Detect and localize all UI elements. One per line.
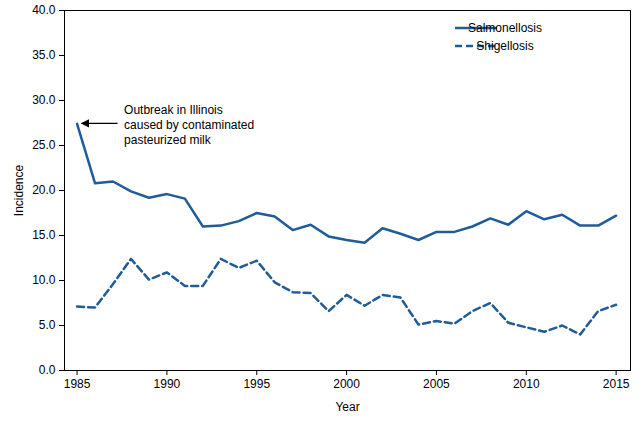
svg-text:1995: 1995 [243, 377, 270, 391]
svg-text:20.0: 20.0 [32, 183, 56, 197]
svg-text:25.0: 25.0 [32, 138, 56, 152]
svg-text:Year: Year [335, 400, 359, 414]
svg-text:5.0: 5.0 [39, 318, 56, 332]
svg-text:0.0: 0.0 [39, 363, 56, 377]
svg-text:15.0: 15.0 [32, 228, 56, 242]
svg-text:10.0: 10.0 [32, 273, 56, 287]
svg-text:1990: 1990 [154, 377, 181, 391]
svg-text:Incidence: Incidence [12, 164, 26, 216]
svg-text:Salmonellosis: Salmonellosis [468, 21, 542, 35]
svg-text:2000: 2000 [333, 377, 360, 391]
svg-text:40.0: 40.0 [32, 3, 56, 17]
svg-text:2010: 2010 [513, 377, 540, 391]
svg-text:Outbreak in Illinoiscaused by: Outbreak in Illinoiscaused by contaminat… [124, 103, 254, 147]
svg-text:2015: 2015 [603, 377, 630, 391]
svg-text:Shigellosis: Shigellosis [476, 39, 533, 53]
svg-text:2005: 2005 [423, 377, 450, 391]
svg-text:1985: 1985 [64, 377, 91, 391]
svg-text:35.0: 35.0 [32, 48, 56, 62]
svg-text:30.0: 30.0 [32, 93, 56, 107]
